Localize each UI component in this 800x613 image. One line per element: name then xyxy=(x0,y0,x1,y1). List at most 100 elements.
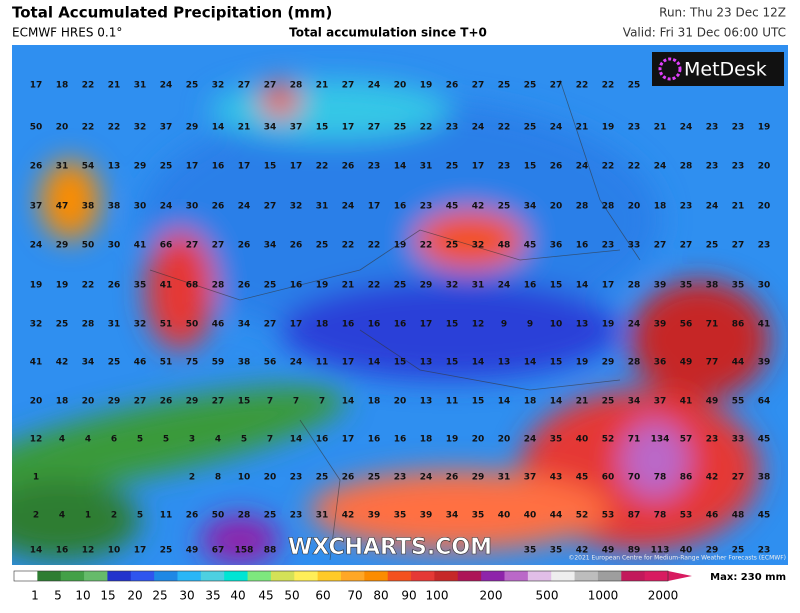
grid-value: 48 xyxy=(498,241,511,251)
colorbar-frame xyxy=(13,570,669,582)
grid-value: 24 xyxy=(368,81,381,91)
grid-value: 24 xyxy=(550,123,563,133)
grid-value: 26 xyxy=(30,162,43,172)
grid-value: 16 xyxy=(524,281,537,291)
grid-value: 2 xyxy=(189,473,195,483)
grid-value: 45 xyxy=(446,202,459,212)
grid-value: 25 xyxy=(264,281,277,291)
grid-value: 49 xyxy=(602,546,615,556)
grid-value: 32 xyxy=(134,320,147,330)
grid-value: 30 xyxy=(108,241,121,251)
grid-value: 5 xyxy=(163,435,169,445)
grid-value: 158 xyxy=(235,546,254,556)
grid-value: 87 xyxy=(628,511,641,521)
grid-value: 26 xyxy=(212,202,225,212)
grid-value: 52 xyxy=(602,435,615,445)
grid-value: 26 xyxy=(186,511,199,521)
grid-value: 16 xyxy=(342,320,355,330)
grid-value: 21 xyxy=(654,123,667,133)
grid-value: 21 xyxy=(108,81,121,91)
grid-value: 33 xyxy=(628,241,641,251)
grid-value: 5 xyxy=(137,435,143,445)
grid-value: 21 xyxy=(576,123,589,133)
grid-value: 18 xyxy=(420,435,433,445)
grid-value: 77 xyxy=(706,358,719,368)
watermark: WXCHARTS.COM xyxy=(288,535,492,560)
grid-value: 51 xyxy=(160,320,173,330)
grid-value: 23 xyxy=(420,202,433,212)
grid-value: 28 xyxy=(628,281,641,291)
colorbar-label: 25 xyxy=(152,589,167,603)
grid-value: 17 xyxy=(186,162,199,172)
grid-value: 16 xyxy=(290,281,303,291)
grid-value: 18 xyxy=(316,320,329,330)
grid-value: 17 xyxy=(290,320,303,330)
grid-value: 24 xyxy=(576,162,589,172)
grid-value: 16 xyxy=(368,435,381,445)
grid-value: 27 xyxy=(264,81,277,91)
grid-value: 25 xyxy=(446,241,459,251)
grid-value: 28 xyxy=(628,358,641,368)
grid-value: 21 xyxy=(316,81,329,91)
grid-value: 26 xyxy=(342,473,355,483)
grid-value: 39 xyxy=(758,358,771,368)
grid-value: 40 xyxy=(524,511,537,521)
colorbar-label: 20 xyxy=(127,589,142,603)
grid-value: 4 xyxy=(59,435,65,445)
grid-value: 27 xyxy=(472,81,485,91)
grid-value: 31 xyxy=(316,511,329,521)
colorbar-label: 15 xyxy=(100,589,115,603)
colorbar-swatch xyxy=(644,571,669,581)
grid-value: 7 xyxy=(293,397,299,407)
grid-value: 21 xyxy=(342,281,355,291)
grid-value: 34 xyxy=(628,397,641,407)
grid-value: 29 xyxy=(56,241,69,251)
grid-value: 60 xyxy=(602,473,615,483)
grid-value: 23 xyxy=(706,162,719,172)
grid-value: 17 xyxy=(472,162,485,172)
colorbar-swatch xyxy=(130,571,155,581)
grid-value: 35 xyxy=(134,281,147,291)
grid-value: 25 xyxy=(108,358,121,368)
grid-value: 27 xyxy=(212,241,225,251)
grid-value: 42 xyxy=(472,202,485,212)
grid-value: 14 xyxy=(394,162,407,172)
grid-value: 45 xyxy=(524,241,537,251)
grid-value: 27 xyxy=(550,81,563,91)
grid-value: 13 xyxy=(420,397,433,407)
grid-value: 41 xyxy=(134,241,147,251)
grid-value: 26 xyxy=(238,241,251,251)
grid-value: 71 xyxy=(628,435,641,445)
grid-value: 22 xyxy=(368,281,381,291)
grid-value: 4 xyxy=(59,511,65,521)
grid-value: 53 xyxy=(680,511,693,521)
grid-value: 25 xyxy=(160,546,173,556)
colorbar-label: 1 xyxy=(31,589,39,603)
grid-value: 13 xyxy=(108,162,121,172)
grid-value: 28 xyxy=(238,511,251,521)
grid-value: 24 xyxy=(706,202,719,212)
grid-value: 70 xyxy=(628,473,641,483)
grid-value: 22 xyxy=(368,241,381,251)
colorbar-label: 90 xyxy=(401,589,416,603)
grid-value: 34 xyxy=(264,123,277,133)
grid-value: 46 xyxy=(212,320,225,330)
grid-value: 22 xyxy=(628,162,641,172)
grid-value: 50 xyxy=(186,320,199,330)
grid-value: 18 xyxy=(524,397,537,407)
grid-value: 48 xyxy=(732,511,745,521)
grid-value: 25 xyxy=(732,546,745,556)
colorbar-swatch xyxy=(177,571,202,581)
grid-value: 31 xyxy=(108,320,121,330)
grid-value: 54 xyxy=(82,162,95,172)
colorbar-swatch xyxy=(107,571,132,581)
grid-value: 37 xyxy=(30,202,43,212)
grid-value: 34 xyxy=(446,511,459,521)
grid-value: 15 xyxy=(472,397,485,407)
grid-value: 26 xyxy=(108,281,121,291)
grid-value: 22 xyxy=(602,162,615,172)
colorbar-swatch xyxy=(200,571,225,581)
colorbar-label: 2000 xyxy=(648,589,679,603)
colorbar-swatch xyxy=(387,571,412,581)
